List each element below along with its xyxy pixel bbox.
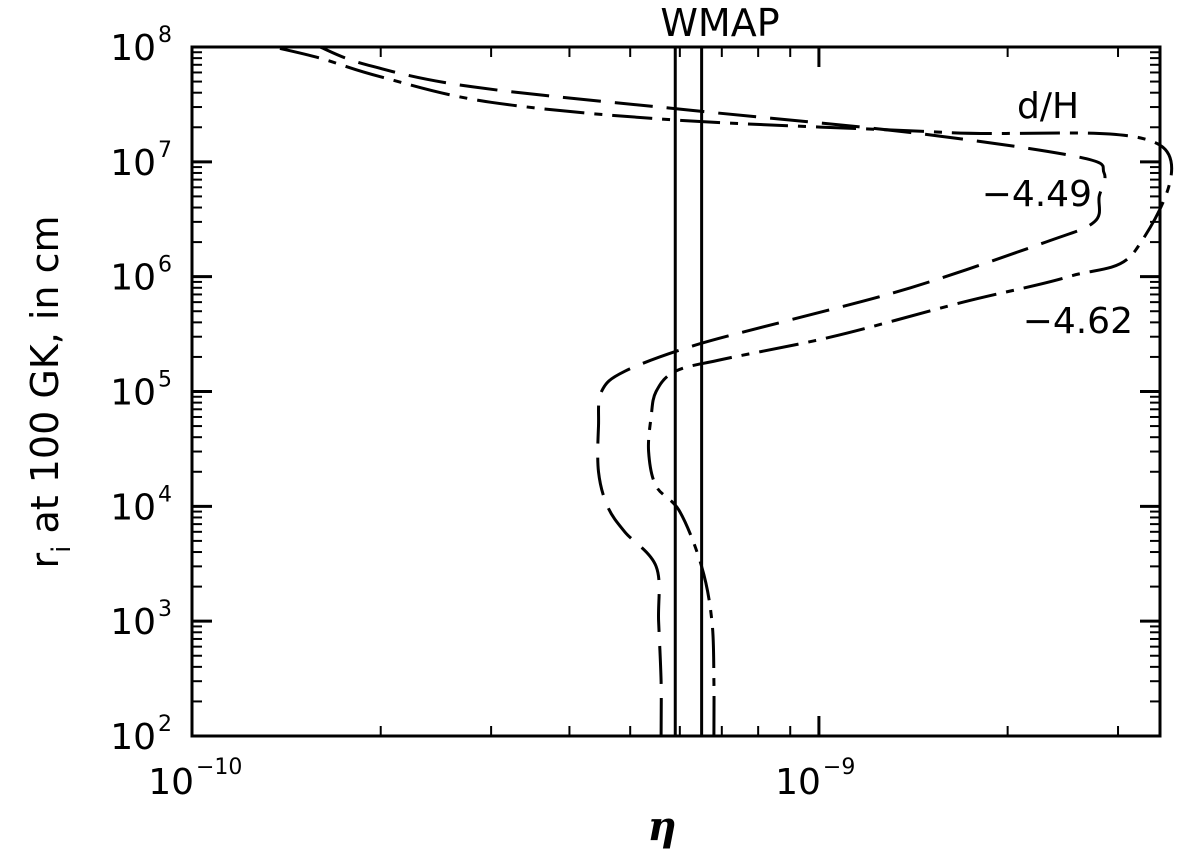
- y-tick-label: 10: [110, 602, 156, 643]
- minor-ticks: [192, 47, 1160, 736]
- series-line-2: [273, 45, 1174, 737]
- y-tick-exponent: 2: [158, 712, 172, 737]
- x-tick-label: 10: [775, 762, 821, 803]
- y-axis-label: ri at 100 GK, in cm: [23, 216, 77, 569]
- y-tick-exponent: 3: [158, 597, 172, 622]
- y-tick-exponent: 8: [158, 23, 172, 48]
- chart-title: WMAP: [660, 1, 779, 45]
- tick-labels: 10 210 310 410 510 610 710 810 −10 10 −9: [110, 23, 855, 803]
- annotation-d-over-h: d/H: [1017, 86, 1079, 127]
- y-tick-exponent: 6: [158, 253, 172, 278]
- annotation-upper-curve: −4.49: [982, 174, 1092, 215]
- y-tick-label: 10: [110, 28, 156, 69]
- y-tick-label: 10: [110, 717, 156, 758]
- y-tick-exponent: 4: [158, 482, 172, 507]
- x-tick-exponent: −10: [196, 755, 242, 780]
- annotation-lower-curve: −4.62: [1023, 301, 1133, 342]
- x-axis-label: η: [647, 803, 676, 850]
- x-tick-label: 10: [148, 762, 194, 803]
- series-layer: [273, 45, 1174, 737]
- y-tick-label: 10: [110, 373, 156, 414]
- x-tick-exponent: −9: [823, 755, 855, 780]
- series-line-1: [319, 45, 1107, 737]
- y-tick-exponent: 7: [158, 138, 172, 163]
- y-tick-exponent: 5: [158, 368, 172, 393]
- y-tick-label: 10: [110, 143, 156, 184]
- y-tick-label: 10: [110, 258, 156, 299]
- wmap-band: [673, 47, 704, 736]
- major-ticks: [190, 45, 1160, 738]
- y-tick-label: 10: [110, 487, 156, 528]
